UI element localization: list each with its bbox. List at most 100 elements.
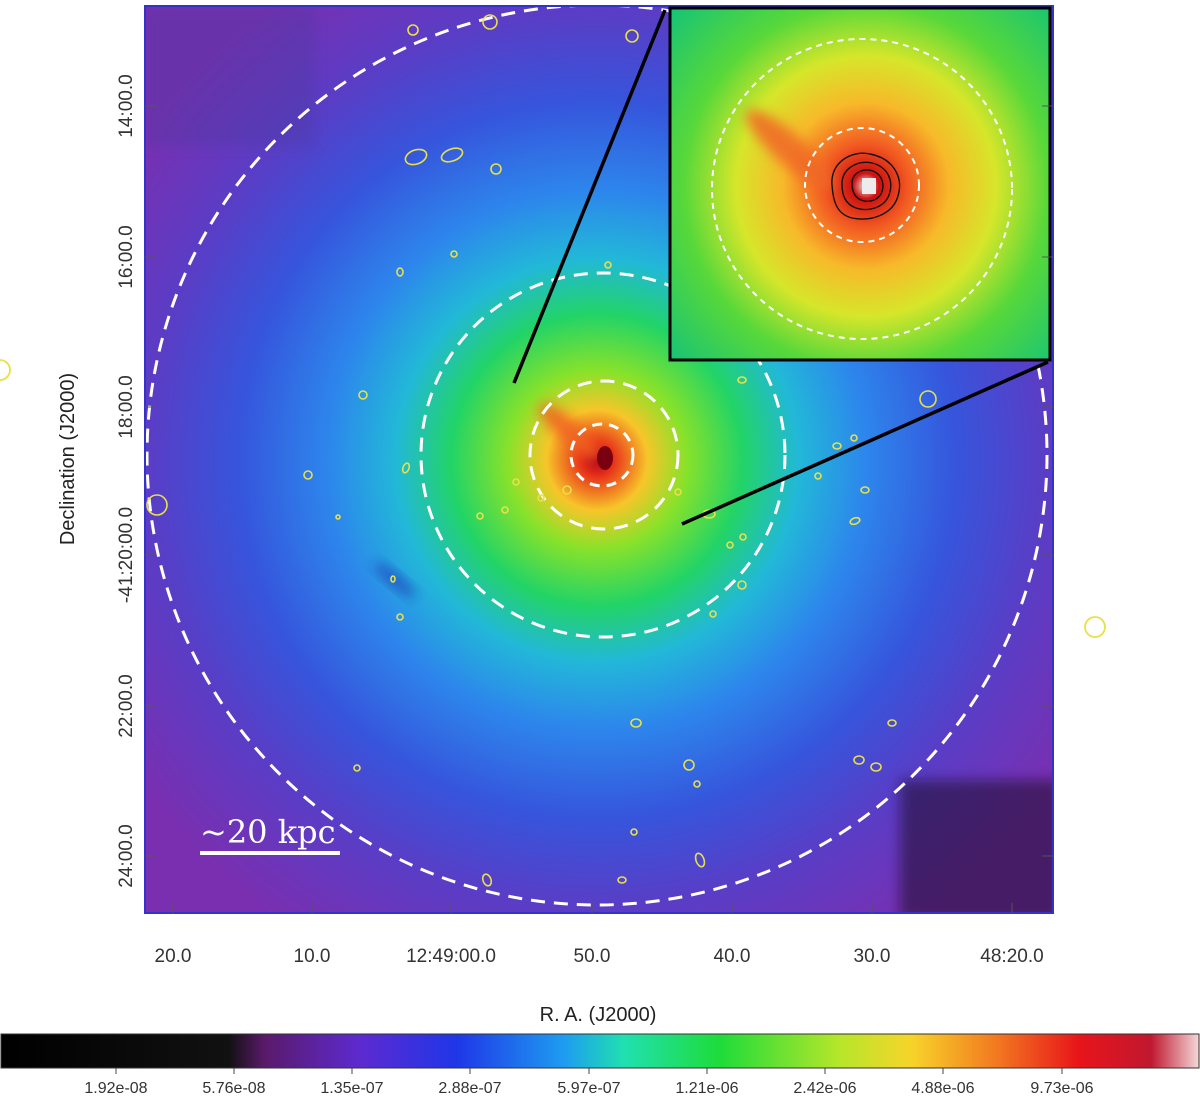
inset-inner-ring [804,127,920,243]
zoom-line-left [512,9,667,384]
dec-tick-label: 18:00.0 [116,375,137,438]
source-region [490,163,502,175]
source-region [481,873,493,887]
source-region [407,24,419,36]
core-ring [569,422,635,488]
source-region-offframe-left [0,359,11,381]
colorbar-labels: 1.92e-08 5.76e-08 1.35e-07 2.88e-07 5.97… [84,1080,1093,1097]
inset-frame [668,6,1052,362]
dec-tick-labels: 14:00.0 16:00.0 18:00.0 -41:20:00.0 22:0… [116,74,137,887]
source-region [396,267,404,277]
source-region [476,512,484,520]
scale-bar-label: ~20 kpc [200,813,336,851]
colorbar-label: 1.21e-06 [675,1080,738,1097]
source-region [303,470,313,480]
source-region [604,261,612,269]
source-region [353,764,361,772]
source-region [739,533,747,541]
source-region [358,390,368,400]
contour-outer [831,152,901,220]
inset-emission-map [670,8,1050,360]
colorbar-label: 9.73e-06 [1030,1080,1093,1097]
source-region [709,610,717,618]
image-frame [144,5,1054,914]
noisy-corner-top-left [145,6,315,146]
colorbar [0,1033,1200,1069]
source-region [850,434,858,442]
source-region [683,759,695,771]
dec-tick-label: 22:00.0 [116,674,137,737]
source-region [693,780,701,788]
colorbar-ticks [115,1068,1063,1074]
ra-tick-labels: 20.0 10.0 12:49:00.0 50.0 40.0 30.0 48:2… [155,946,1044,967]
contour-inner [851,169,884,202]
noisy-corner-bottom-right [900,780,1053,913]
ra-tick-label: 40.0 [714,946,751,967]
source-region [694,852,706,868]
source-region [853,755,865,765]
source-region [146,494,168,516]
source-region-offframe-right [1084,616,1106,638]
ra-tick-label: 48:20.0 [980,946,1043,967]
core-filament [539,404,601,460]
source-region [737,376,747,384]
source-region [617,876,627,884]
source-region [625,29,639,43]
source-region [450,250,458,258]
source-region [537,494,545,502]
source-region [887,719,897,727]
dec-tick-label: 24:00.0 [116,824,137,887]
source-region [482,14,498,30]
dec-axis-title: Declination (J2000) [57,373,79,545]
outer-annulus-ring [145,6,1049,907]
middle-annulus-ring [419,271,787,639]
point-source-regions [146,14,937,887]
source-region [814,472,822,480]
contour-middle [841,161,892,211]
source-region [630,828,638,836]
dec-tick-label: -41:20:00.0 [116,507,137,603]
inner-annulus-ring [528,379,680,531]
source-region [501,506,509,514]
colorbar-label: 1.92e-08 [84,1080,147,1097]
source-region [404,148,428,166]
source-region [396,613,404,621]
colorbar-label: 2.88e-07 [438,1080,501,1097]
source-region [674,488,682,496]
inset-contours [831,152,901,220]
source-region [832,442,842,450]
colorbar-label: 5.97e-07 [557,1080,620,1097]
source-region [870,762,882,772]
inset-filament [745,109,835,191]
ra-tick-label: 12:49:00.0 [406,946,496,967]
source-region [335,514,341,520]
inset-outer-ring [711,38,1013,340]
source-region [919,390,937,408]
ra-axis-title: R. A. (J2000) [540,1004,657,1026]
ra-tick-label: 50.0 [574,946,611,967]
colorbar-label: 1.35e-07 [320,1080,383,1097]
ra-tick-label: 30.0 [854,946,891,967]
dec-tick-label: 14:00.0 [116,74,137,137]
dec-tick-label: 16:00.0 [116,225,137,288]
colorbar-label: 4.88e-06 [911,1080,974,1097]
core-peak [597,446,613,470]
inset-core-peak [862,178,876,194]
source-region [849,516,861,526]
ra-tick-label: 10.0 [294,946,331,967]
colorbar-label: 2.42e-06 [793,1080,856,1097]
source-region [726,541,734,549]
source-region [737,580,747,590]
ra-tick-label: 20.0 [155,946,192,967]
source-region [860,486,870,494]
source-region [401,462,411,474]
source-region [440,147,464,163]
inset-zoom [670,8,1050,360]
source-region [512,478,520,486]
ra-axis-ticks [172,903,1013,913]
source-region [390,575,396,583]
zoom-line-right [681,360,1049,526]
dec-axis-ticks [145,105,1053,857]
source-region [562,485,572,495]
